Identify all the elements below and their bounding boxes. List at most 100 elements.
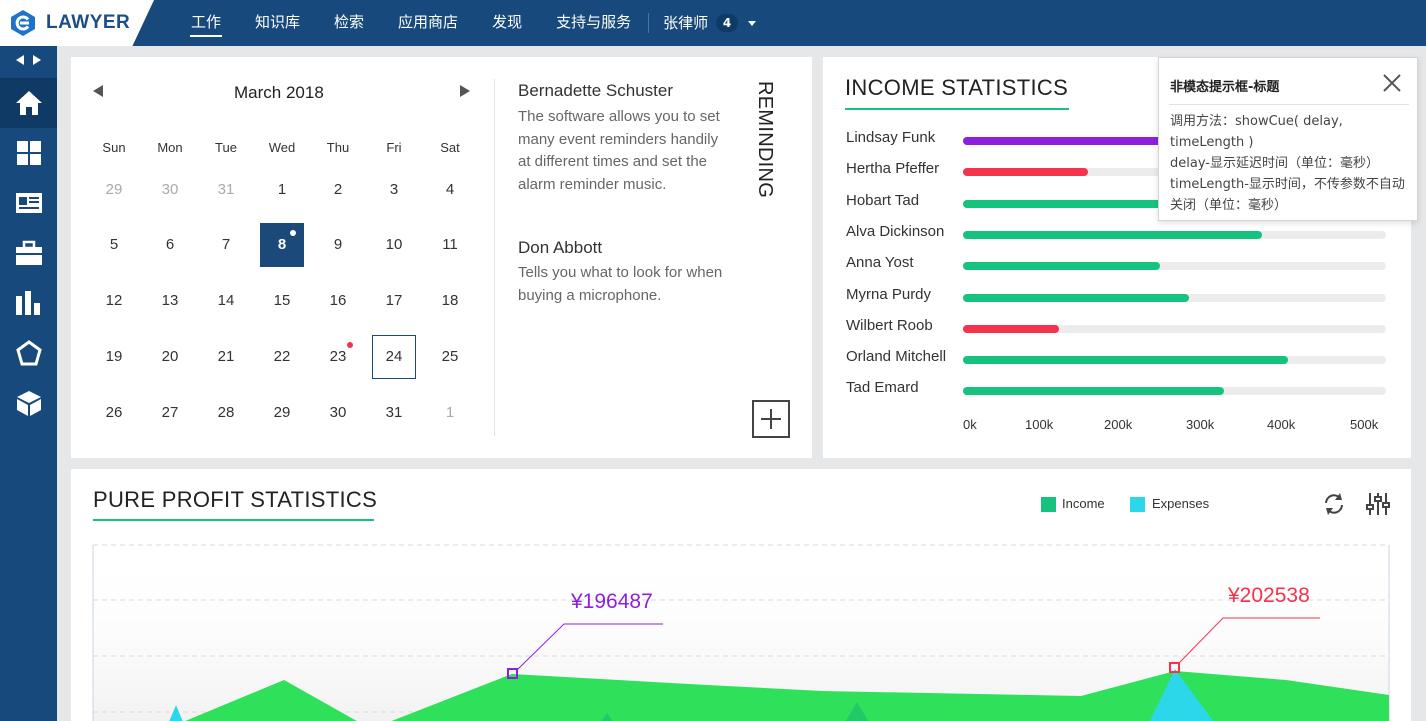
sidebar-item-briefcase[interactable] bbox=[0, 228, 57, 278]
income-detail bbox=[845, 702, 869, 721]
close-icon[interactable] bbox=[1381, 72, 1403, 94]
calendar-day[interactable]: 2 bbox=[333, 181, 343, 198]
income-row-name: Wilbert Roob bbox=[846, 316, 933, 334]
calendar-day[interactable]: 7 bbox=[221, 236, 231, 253]
calendar-day[interactable]: 20 bbox=[161, 348, 179, 365]
calendar-day[interactable]: 27 bbox=[161, 404, 179, 421]
annotation-expenses-peak: ¥202538 bbox=[1227, 584, 1310, 607]
sidebar-item-cube[interactable] bbox=[0, 378, 57, 428]
income-bar bbox=[963, 230, 1263, 239]
calendar-day[interactable]: 5 bbox=[109, 236, 119, 253]
axis-tick-label: 100k bbox=[1025, 417, 1054, 432]
calendar-day[interactable]: 31 bbox=[385, 404, 403, 421]
nav-item-work[interactable]: 工作 bbox=[174, 0, 238, 46]
calendar-day[interactable]: 28 bbox=[217, 404, 235, 421]
event-name: Don Abbott bbox=[518, 238, 603, 257]
calendar-day[interactable]: 1 bbox=[277, 181, 287, 198]
calendar-day[interactable]: 26 bbox=[105, 404, 123, 421]
weekday-label: Sun bbox=[102, 140, 126, 155]
pentagon-icon bbox=[15, 340, 42, 366]
nav-item-discover[interactable]: 发现 bbox=[492, 13, 523, 31]
calendar-day[interactable]: 1 bbox=[445, 404, 455, 421]
calendar-day[interactable]: 3 bbox=[389, 181, 399, 198]
expenses-peak bbox=[1149, 669, 1214, 721]
cue-body: 调用方法：showCue( delay, timeLength ) delay-… bbox=[1170, 114, 1405, 213]
income-row-name: Anna Yost bbox=[846, 254, 914, 272]
user-menu[interactable]: 张律师 4 bbox=[649, 0, 766, 46]
calendar-day[interactable]: 4 bbox=[445, 181, 455, 198]
logo-text: LAWYER bbox=[46, 12, 131, 33]
logo[interactable]: LAWYER bbox=[0, 0, 154, 46]
event-dot bbox=[290, 230, 296, 236]
income-detail bbox=[601, 713, 613, 721]
nav-item-app-store[interactable]: 应用商店 bbox=[398, 13, 459, 31]
calendar-day[interactable]: 10 bbox=[385, 236, 403, 253]
data-point-marker[interactable] bbox=[1169, 662, 1180, 673]
income-bar bbox=[963, 262, 1160, 271]
nav-item-knowledge[interactable]: 知识库 bbox=[255, 13, 301, 31]
calendar-day[interactable]: 25 bbox=[441, 348, 459, 365]
income-row-name: Orland Mitchell bbox=[846, 348, 947, 366]
logo-icon bbox=[11, 10, 35, 36]
income-area bbox=[185, 671, 1389, 721]
income-bar bbox=[963, 387, 1224, 396]
calendar-day[interactable]: 9 bbox=[333, 236, 343, 253]
sidebar-item-home[interactable] bbox=[0, 78, 57, 128]
calendar-day[interactable]: 16 bbox=[329, 292, 347, 309]
calendar-day[interactable]: 23 bbox=[316, 335, 360, 379]
calendar-day[interactable]: 30 bbox=[161, 181, 179, 198]
calendar-day[interactable]: 18 bbox=[441, 292, 459, 309]
data-point-marker[interactable] bbox=[507, 668, 518, 679]
calendar-day[interactable]: 31 bbox=[217, 181, 235, 198]
event-description: Tells you what to look for when buying a… bbox=[518, 264, 723, 304]
calendar-day[interactable]: 29 bbox=[105, 181, 123, 198]
briefcase-icon bbox=[15, 240, 42, 265]
calendar-day[interactable]: 24 bbox=[372, 335, 416, 379]
home-icon bbox=[15, 91, 42, 115]
refresh-icon[interactable] bbox=[1321, 491, 1347, 517]
event-dot bbox=[347, 342, 353, 348]
legend-expenses-swatch bbox=[1130, 497, 1145, 512]
sidebar-item-pentagon[interactable] bbox=[0, 328, 57, 378]
calendar-day[interactable]: 19 bbox=[105, 348, 123, 365]
calendar-month-title: March 2018 bbox=[234, 83, 324, 102]
bar-chart-icon bbox=[15, 291, 40, 315]
calendar-day[interactable]: 22 bbox=[273, 348, 291, 365]
collapse-arrows-icon bbox=[16, 55, 41, 65]
add-reminder-button[interactable] bbox=[752, 400, 790, 438]
income-row-name: Hertha Pfeffer bbox=[846, 160, 940, 178]
cue-divider bbox=[1169, 104, 1409, 105]
nav-item-support[interactable]: 支持与服务 bbox=[556, 13, 632, 31]
prev-month-icon[interactable] bbox=[93, 85, 103, 97]
calendar-day[interactable]: 14 bbox=[217, 292, 235, 309]
calendar-day[interactable]: 29 bbox=[273, 404, 291, 421]
sidebar-toggle[interactable] bbox=[0, 46, 57, 74]
top-bar: LAWYER 工作 知识库 检索 应用商店 发现 支持与服务 张律师 4 bbox=[0, 0, 1426, 46]
sidebar-item-statistics[interactable] bbox=[0, 278, 57, 328]
income-row-name: Myrna Purdy bbox=[846, 285, 932, 303]
next-month-icon[interactable] bbox=[460, 85, 470, 97]
sidebar-item-news[interactable] bbox=[0, 178, 57, 228]
calendar-day[interactable]: 13 bbox=[161, 292, 179, 309]
calendar-day[interactable]: 21 bbox=[217, 348, 235, 365]
income-bar-track bbox=[963, 324, 1386, 333]
weekday-label: Tue bbox=[215, 140, 237, 155]
calendar-day[interactable]: 8 bbox=[260, 223, 304, 267]
calendar-day[interactable]: 6 bbox=[165, 236, 175, 253]
income-row-name: Tad Emard bbox=[846, 379, 919, 397]
weekday-label: Fri bbox=[386, 140, 402, 155]
sidebar-item-dashboard[interactable] bbox=[0, 128, 57, 178]
event-name: Bernadette Schuster bbox=[518, 81, 673, 100]
calendar-day[interactable]: 11 bbox=[442, 236, 458, 253]
axis-tick-label: 0k bbox=[963, 417, 977, 432]
settings-sliders-icon[interactable] bbox=[1365, 491, 1391, 517]
calendar-day[interactable]: 30 bbox=[329, 404, 347, 421]
dashboard-grid-icon bbox=[16, 141, 41, 165]
nav-item-search[interactable]: 检索 bbox=[334, 13, 365, 31]
income-row-name: Hobart Tad bbox=[846, 191, 920, 209]
calendar-day[interactable]: 17 bbox=[385, 292, 403, 309]
income-title: INCOME STATISTICS bbox=[845, 75, 1069, 100]
calendar-panel: March 2018 Sun Mon Tue Wed Thu Fri Sat 29 30 31 1 2… bbox=[71, 57, 812, 458]
calendar-day[interactable]: 15 bbox=[273, 292, 291, 309]
calendar-day[interactable]: 12 bbox=[105, 292, 123, 309]
